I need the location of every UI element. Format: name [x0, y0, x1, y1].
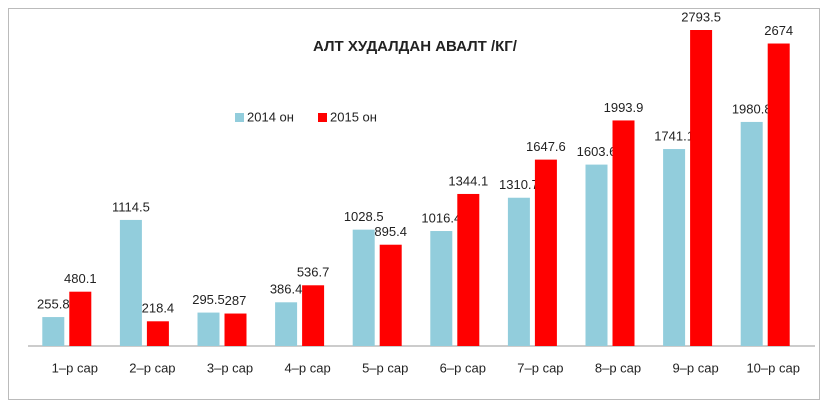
- legend-label: 2014 он: [247, 109, 294, 124]
- value-label: 287: [225, 293, 247, 308]
- value-label: 1647.6: [526, 139, 566, 154]
- bar: [379, 244, 402, 346]
- value-label: 218.4: [142, 301, 175, 316]
- bar: [534, 159, 557, 346]
- value-label: 1741.1: [654, 128, 694, 143]
- bar: [740, 121, 763, 347]
- value-label: 1603.6: [577, 144, 617, 159]
- legend-swatch: [235, 113, 244, 122]
- bar: [507, 197, 530, 346]
- value-label: 255.8: [37, 297, 70, 312]
- bar: [690, 30, 713, 346]
- legend-label: 2015 он: [330, 109, 377, 124]
- value-label: 1344.1: [448, 173, 488, 188]
- value-label: 2674: [764, 23, 793, 38]
- bar: [663, 149, 686, 346]
- bar: [430, 231, 453, 346]
- x-tick-label: 2–р сар: [129, 360, 175, 375]
- bar: [275, 302, 298, 346]
- value-label: 2793.5: [681, 9, 721, 24]
- value-label: 536.7: [297, 265, 330, 280]
- x-tick-label: 8–р сар: [595, 360, 641, 375]
- bar: [352, 229, 375, 346]
- x-tick-label: 4–р сар: [284, 360, 330, 375]
- value-label: 1310.7: [499, 177, 539, 192]
- bar: [69, 291, 92, 346]
- x-tick-label: 6–р сар: [440, 360, 486, 375]
- bar: [146, 321, 169, 346]
- value-label: 1114.5: [112, 199, 150, 214]
- chart-title: АЛТ ХУДАЛДАН АВАЛТ /КГ/: [313, 38, 518, 55]
- value-label: 1980.8: [732, 101, 772, 116]
- value-label: 1028.5: [344, 209, 384, 224]
- value-label: 895.4: [374, 224, 407, 239]
- value-label: 1016.4: [421, 210, 461, 225]
- bar: [197, 312, 220, 346]
- x-tick-label: 3–р сар: [207, 360, 253, 375]
- value-label: 1993.9: [604, 100, 644, 115]
- x-tick-label: 1–р сар: [52, 360, 98, 375]
- x-tick-label: 5–р сар: [362, 360, 408, 375]
- x-tick-label: 9–р сар: [672, 360, 718, 375]
- bar: [767, 43, 790, 346]
- bar: [42, 317, 65, 346]
- bar: [302, 285, 325, 346]
- bar: [119, 219, 142, 346]
- bar: [457, 193, 480, 346]
- x-tick-label: 10–р сар: [746, 360, 800, 375]
- bar: [224, 313, 247, 346]
- value-label: 386.4: [270, 282, 303, 297]
- bar: [585, 164, 608, 346]
- value-label: 480.1: [64, 271, 97, 286]
- bar: [612, 120, 635, 346]
- value-label: 295.5: [192, 292, 225, 307]
- x-tick-label: 7–р сар: [517, 360, 563, 375]
- legend-swatch: [318, 113, 327, 122]
